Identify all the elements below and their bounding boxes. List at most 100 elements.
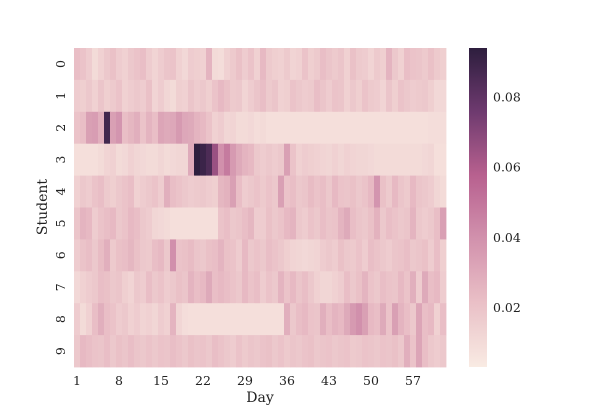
heatmap-cell — [314, 143, 321, 176]
heatmap-cell — [332, 271, 339, 304]
heatmap-cell — [224, 175, 231, 208]
heatmap-cell — [182, 303, 189, 336]
heatmap-cell — [368, 207, 375, 240]
heatmap-cell — [188, 111, 195, 145]
heatmap-cell — [104, 111, 111, 145]
heatmap-cell — [440, 239, 447, 272]
heatmap-cell — [434, 207, 441, 240]
heatmap-cell — [368, 48, 375, 81]
heatmap-cell — [140, 48, 147, 81]
heatmap-cell — [230, 175, 237, 208]
heatmap-cell — [170, 239, 177, 272]
heatmap-cell — [182, 175, 189, 208]
heatmap-cell — [386, 111, 393, 145]
heatmap-cell — [218, 303, 225, 336]
heatmap-cell — [338, 303, 345, 336]
heatmap-cell — [362, 271, 369, 304]
heatmap-cell — [212, 239, 219, 272]
heatmap-cell — [128, 143, 135, 176]
heatmap-cell — [230, 111, 237, 145]
heatmap-cell — [80, 239, 87, 272]
heatmap-cell — [260, 335, 267, 368]
heatmap-cell — [284, 335, 291, 368]
heatmap-cell — [416, 143, 423, 176]
heatmap-cell — [92, 239, 99, 272]
heatmap-cell — [344, 143, 351, 176]
heatmap-cell — [356, 239, 363, 272]
heatmap-cell — [266, 48, 273, 81]
heatmap-cell — [128, 207, 135, 240]
heatmap-cell — [386, 79, 393, 113]
heatmap-cell — [104, 48, 111, 81]
heatmap-cell — [80, 271, 87, 304]
heatmap-cell — [422, 271, 429, 304]
heatmap-cell — [266, 111, 273, 145]
heatmap-cell — [152, 111, 159, 145]
heatmap-cell — [410, 175, 417, 208]
heatmap-cell — [404, 111, 411, 145]
heatmap-cell — [218, 143, 225, 176]
heatmap-cell — [74, 303, 81, 336]
heatmap-cell — [128, 48, 135, 81]
heatmap-cell — [200, 239, 207, 272]
heatmap-cell — [326, 239, 333, 272]
heatmap-cell — [386, 303, 393, 336]
heatmap-cell — [134, 239, 141, 272]
heatmap-cell — [416, 271, 423, 304]
heatmap-cell — [434, 48, 441, 81]
heatmap-cell — [338, 335, 345, 368]
heatmap-cell — [422, 239, 429, 272]
heatmap-cell — [134, 335, 141, 368]
heatmap-cell — [416, 175, 423, 208]
heatmap-cell — [284, 79, 291, 113]
heatmap-cell — [272, 207, 279, 240]
heatmap-cell — [158, 175, 165, 208]
heatmap-cell — [410, 271, 417, 304]
heatmap-cell — [224, 335, 231, 368]
heatmap-cell — [326, 143, 333, 176]
heatmap-cell — [152, 48, 159, 81]
heatmap-cell — [350, 335, 357, 368]
heatmap-cell — [200, 143, 207, 176]
heatmap-cell — [74, 335, 81, 368]
heatmap-cell — [146, 79, 153, 113]
heatmap-cell — [272, 111, 279, 145]
heatmap-cell — [356, 79, 363, 113]
heatmap-cell — [158, 271, 165, 304]
heatmap-cell — [176, 79, 183, 113]
heatmap-cell — [386, 175, 393, 208]
heatmap-cell — [230, 143, 237, 176]
heatmap-cell — [212, 111, 219, 145]
heatmap-cell — [314, 239, 321, 272]
heatmap-cell — [422, 48, 429, 81]
heatmap-cell — [200, 79, 207, 113]
heatmap-cell — [338, 271, 345, 304]
heatmap-cell — [428, 271, 435, 304]
heatmap-cell — [350, 143, 357, 176]
heatmap-cell — [266, 175, 273, 208]
heatmap-cell — [128, 239, 135, 272]
y-tick-label: 9 — [53, 347, 68, 355]
heatmap-cell — [392, 111, 399, 145]
heatmap-cell — [380, 239, 387, 272]
heatmap-cell — [140, 239, 147, 272]
heatmap-cell — [230, 207, 237, 240]
heatmap-cell — [80, 48, 87, 81]
heatmap-cell — [368, 239, 375, 272]
heatmap-cell — [350, 271, 357, 304]
heatmap-cell — [290, 48, 297, 81]
heatmap-cell — [410, 207, 417, 240]
heatmap-cell — [290, 143, 297, 176]
heatmap-cell — [116, 111, 123, 145]
y-tick-label: 1 — [53, 92, 68, 100]
heatmap-cell — [80, 143, 87, 176]
heatmap-cell — [248, 111, 255, 145]
heatmap-cell — [320, 271, 327, 304]
heatmap-cell — [254, 111, 261, 145]
heatmap-cell — [128, 111, 135, 145]
heatmap-cell — [164, 143, 171, 176]
heatmap-cell — [410, 143, 417, 176]
heatmap-cell — [344, 303, 351, 336]
